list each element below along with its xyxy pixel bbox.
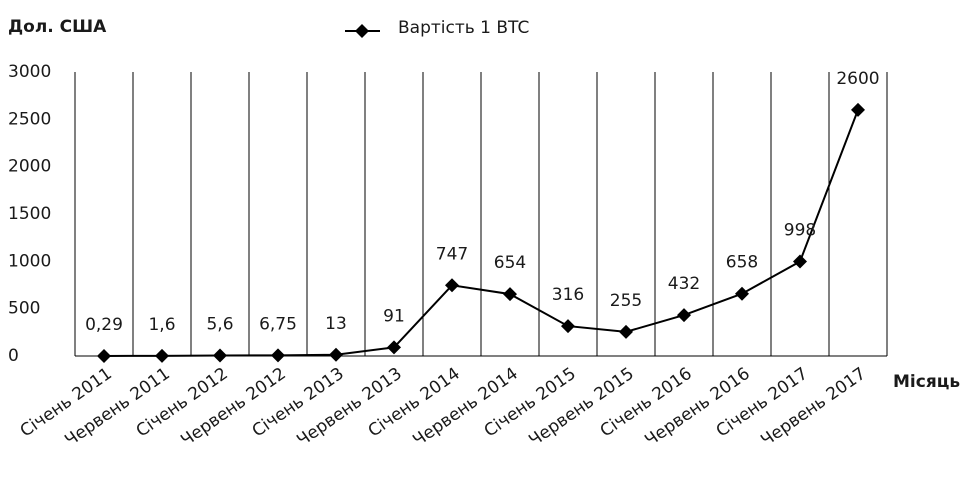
marker — [445, 278, 459, 293]
marker — [735, 286, 749, 301]
data-label: 1,6 — [148, 315, 175, 335]
y-tick-label: 2000 — [8, 157, 51, 177]
marker — [561, 319, 575, 334]
data-label: 5,6 — [206, 314, 233, 334]
y-tick-label: 1500 — [8, 204, 51, 224]
y-tick-label: 500 — [8, 299, 40, 319]
data-label: 2600 — [836, 69, 879, 89]
x-axis-title: Місяць — [893, 372, 960, 392]
y-tick-label: 3000 — [8, 62, 51, 82]
data-label: 91 — [383, 306, 405, 326]
legend-marker — [355, 24, 369, 38]
data-label: 6,75 — [259, 314, 297, 334]
data-label: 0,29 — [85, 315, 123, 335]
y-tick-label: 1000 — [8, 251, 51, 271]
series-line — [103, 109, 859, 357]
marker — [619, 324, 633, 339]
y-tick-label: 2500 — [8, 109, 51, 129]
data-label: 654 — [494, 253, 526, 273]
data-label: 316 — [552, 285, 584, 305]
marker — [793, 254, 807, 269]
data-label: 658 — [726, 253, 758, 273]
marker — [97, 348, 111, 363]
marker — [329, 347, 343, 362]
marker — [677, 308, 691, 323]
marker — [213, 348, 227, 363]
marker — [387, 340, 401, 355]
data-label: 747 — [436, 244, 468, 264]
data-label: 255 — [610, 291, 642, 311]
marker — [155, 348, 169, 363]
marker — [271, 348, 285, 363]
data-label: 432 — [668, 274, 700, 294]
data-label: 998 — [784, 221, 816, 241]
data-label: 13 — [325, 314, 347, 334]
y-axis-title: Дол. США — [8, 17, 107, 37]
marker — [503, 287, 517, 302]
legend-label: Вартість 1 BTC — [398, 18, 529, 38]
marker — [851, 102, 865, 117]
y-tick-label: 0 — [8, 346, 19, 366]
x-tick-label: Червень 2017 — [757, 364, 869, 451]
